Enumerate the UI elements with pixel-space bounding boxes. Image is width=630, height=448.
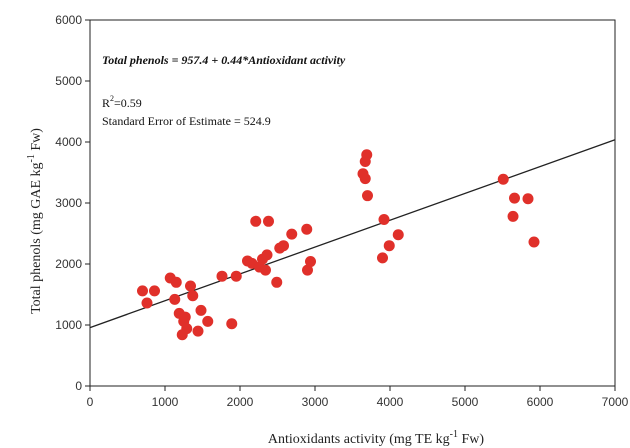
data-point <box>509 192 520 204</box>
equation-annotation: Total phenols = 957.4 + 0.44*Antioxidant… <box>102 53 346 67</box>
data-point <box>226 318 238 330</box>
data-point <box>202 315 214 327</box>
x-axis-title-text: Antioxidants activity (mg TE kg <box>268 432 450 447</box>
x-axis-title-superscript: -1 <box>450 429 458 440</box>
data-point <box>181 323 193 335</box>
data-point <box>361 149 373 161</box>
data-point <box>260 264 271 276</box>
data-point <box>497 173 509 185</box>
x-tick-label: 6000 <box>527 395 554 409</box>
r-squared-annotation: R2=0.59 <box>102 94 142 110</box>
regression-line <box>89 139 616 329</box>
plot-frame <box>89 19 616 387</box>
data-point <box>137 285 148 297</box>
y-axis-title-tail: Fw) <box>29 128 44 154</box>
data-point <box>378 213 390 225</box>
y-tick-label: 6000 <box>55 13 82 27</box>
data-point <box>185 280 196 292</box>
y-tick-label: 4000 <box>55 135 82 149</box>
y-tick-label: 0 <box>75 379 82 393</box>
data-point <box>250 215 262 227</box>
data-point <box>141 297 153 309</box>
data-point <box>507 210 519 222</box>
data-point <box>377 252 388 264</box>
x-tick-label: 0 <box>87 395 94 409</box>
data-point <box>359 173 371 185</box>
y-axis-title: Total phenols (mg GAE kg-1 Fw) <box>26 128 44 314</box>
regression-layer <box>89 139 616 329</box>
y-axis-title-text: Total phenols (mg GAE kg <box>29 162 44 313</box>
y-tick-label: 5000 <box>55 74 82 88</box>
y-axis-title-superscript: -1 <box>26 154 37 162</box>
data-point <box>278 240 289 252</box>
data-point <box>195 304 207 316</box>
data-point <box>230 270 242 282</box>
data-point <box>261 249 273 261</box>
data-point <box>301 223 313 235</box>
data-point <box>271 276 283 288</box>
data-point <box>216 270 228 282</box>
data-point <box>392 229 404 241</box>
standard-error-annotation: Standard Error of Estimate = 524.9 <box>102 114 271 128</box>
data-point <box>528 236 540 248</box>
tick-layer: 0 1000 2000 3000 4000 5000 6000 7000 0 1000 2000 30… <box>55 13 628 409</box>
data-point <box>522 193 534 205</box>
x-tick-label: 3000 <box>302 395 329 409</box>
x-axis-title-tail: Fw) <box>458 432 484 447</box>
data-points <box>137 149 540 341</box>
x-tick-label: 2000 <box>227 395 254 409</box>
r-squared-value: =0.59 <box>114 96 142 110</box>
x-tick-label: 4000 <box>377 395 404 409</box>
data-point <box>187 290 199 302</box>
data-point <box>305 256 316 268</box>
r-squared-superscript: 2 <box>110 94 114 103</box>
x-tick-label: 5000 <box>452 395 479 409</box>
data-point <box>383 240 395 252</box>
y-tick-label: 2000 <box>55 257 82 271</box>
data-point <box>302 264 313 276</box>
data-point <box>179 311 191 323</box>
x-tick-label: 7000 <box>602 395 629 409</box>
y-tick-label: 3000 <box>55 196 82 210</box>
x-axis-title: Antioxidants activity (mg TE kg-1 Fw) <box>268 429 484 447</box>
y-tick-label: 1000 <box>55 318 82 332</box>
data-point <box>263 215 274 227</box>
data-point <box>149 285 160 297</box>
r-squared-label: R <box>102 96 110 110</box>
data-point <box>169 293 181 305</box>
data-point <box>362 190 373 202</box>
data-point <box>192 325 204 337</box>
x-tick-label: 1000 <box>152 395 179 409</box>
data-point <box>170 276 182 288</box>
data-point <box>286 228 298 240</box>
